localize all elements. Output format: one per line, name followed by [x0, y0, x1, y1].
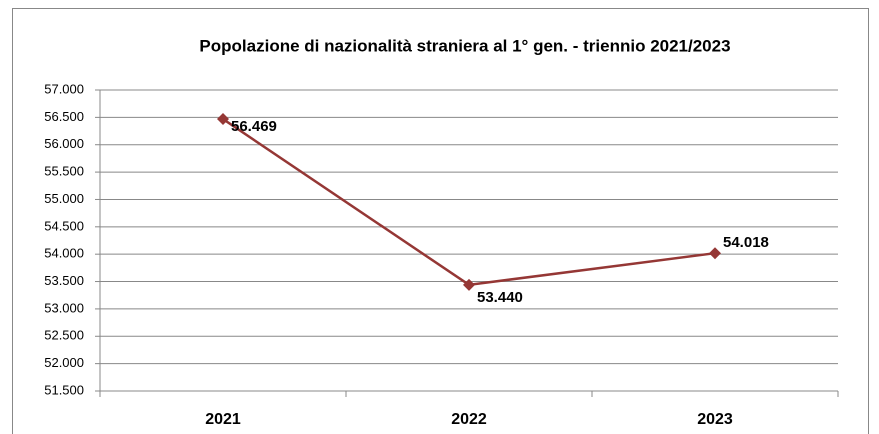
data-label: 56.469: [231, 118, 277, 135]
marker: [463, 278, 475, 291]
y-tick-label: 52.000: [44, 355, 84, 370]
y-tick-label: 52.500: [44, 328, 84, 343]
chart-title: Popolazione di nazionalità straniera al …: [199, 36, 730, 55]
data-label: 53.440: [477, 289, 523, 306]
x-tick-label: 2022: [451, 411, 487, 428]
y-tick-label: 53.000: [44, 300, 84, 315]
x-tick-label: 2021: [205, 411, 241, 428]
y-tick-label: 54.500: [44, 218, 84, 233]
y-tick-label: 54.000: [44, 246, 84, 261]
y-tick-label: 55.000: [44, 191, 84, 206]
y-tick-label: 51.500: [44, 382, 84, 397]
y-tick-label: 56.500: [44, 109, 84, 124]
data-label: 54.018: [723, 234, 769, 251]
y-tick-label: 55.500: [44, 164, 84, 179]
y-tick-label: 53.500: [44, 273, 84, 288]
chart-border: [12, 8, 869, 434]
marker: [709, 247, 721, 260]
y-tick-label: 56.000: [44, 136, 84, 151]
y-tick-label: 57.000: [44, 81, 84, 96]
x-tick-label: 2023: [697, 411, 733, 428]
marker: [217, 113, 229, 126]
